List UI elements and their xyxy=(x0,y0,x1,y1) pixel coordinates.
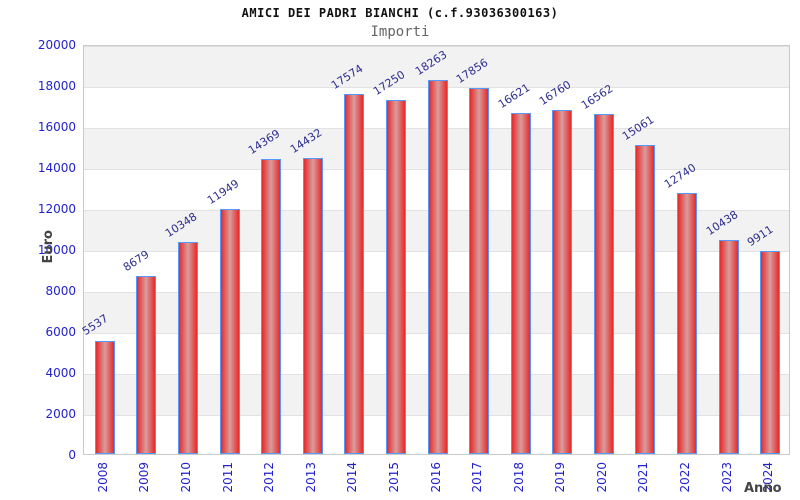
plot-area xyxy=(83,45,790,455)
bar xyxy=(510,113,531,454)
x-tick-label: 2010 xyxy=(178,462,193,493)
bar xyxy=(677,192,698,454)
bar xyxy=(385,100,406,454)
bar xyxy=(469,87,490,454)
bar xyxy=(177,241,198,454)
y-tick-label: 14000 xyxy=(37,161,76,175)
y-axis-title: Euro xyxy=(41,230,56,264)
y-tick-label: 2000 xyxy=(45,407,76,421)
y-tick-label: 0 xyxy=(68,448,76,462)
x-tick-label: 2012 xyxy=(262,462,277,493)
x-tick-label: 2018 xyxy=(511,462,526,493)
y-tick-label: 6000 xyxy=(45,325,76,339)
y-tick-label: 10000 xyxy=(37,243,76,257)
bar xyxy=(760,250,781,454)
y-tick-label: 12000 xyxy=(37,202,76,216)
bar xyxy=(635,145,656,454)
x-tick-label: 2023 xyxy=(719,462,734,493)
chart-title: AMICI DEI PADRI BIANCHI (c.f.93036300163… xyxy=(241,6,559,20)
x-tick-label: 2015 xyxy=(386,462,401,493)
x-tick-label: 2013 xyxy=(303,462,318,493)
bar xyxy=(552,110,573,454)
bar xyxy=(593,114,614,454)
x-tick-label: 2022 xyxy=(678,462,693,493)
y-tick-label: 18000 xyxy=(37,79,76,93)
bar xyxy=(261,159,282,454)
x-tick-label: 2019 xyxy=(553,462,568,493)
bar xyxy=(219,209,240,454)
x-tick-label: 2014 xyxy=(345,462,360,493)
x-tick-label: 2009 xyxy=(137,462,152,493)
bar xyxy=(302,158,323,454)
y-tick-label: 16000 xyxy=(37,120,76,134)
x-tick-label: 2020 xyxy=(594,462,609,493)
x-tick-label: 2016 xyxy=(428,462,443,493)
chart-subtitle: Importi xyxy=(370,24,430,40)
x-tick-label: 2011 xyxy=(220,462,235,493)
y-tick-label: 8000 xyxy=(45,284,76,298)
x-tick-label: 2017 xyxy=(470,462,485,493)
x-tick-label: 2008 xyxy=(95,462,110,493)
bar xyxy=(94,340,115,454)
x-axis-title: Anno xyxy=(744,481,782,496)
bar xyxy=(136,276,157,454)
y-tick-label: 20000 xyxy=(37,38,76,52)
bar xyxy=(718,240,739,454)
bar xyxy=(427,79,448,454)
y-tick-label: 4000 xyxy=(45,366,76,380)
x-tick-label: 2021 xyxy=(636,462,651,493)
bar xyxy=(344,93,365,454)
